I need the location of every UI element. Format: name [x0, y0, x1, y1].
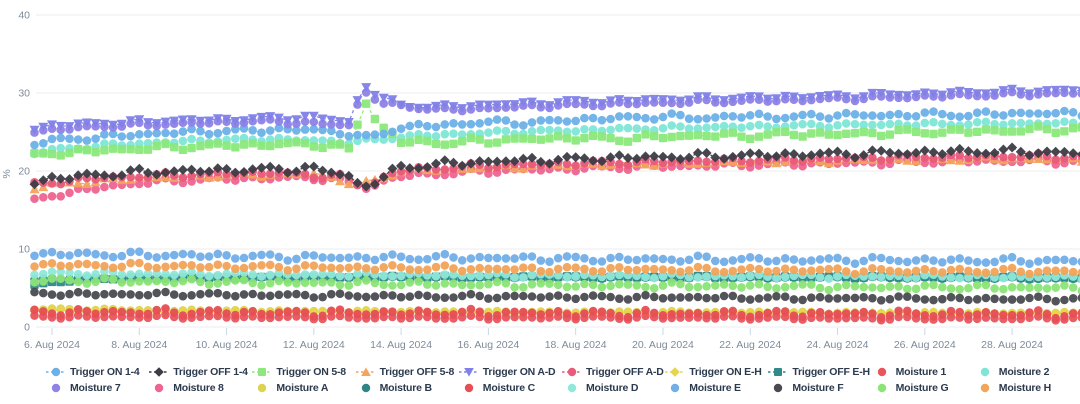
y-tick-label: 20 [18, 166, 30, 178]
legend-label: Trigger ON A-D [482, 365, 556, 378]
legend-item-moisture-c[interactable]: Moisture C [459, 380, 562, 395]
trigger-square-marker-icon [252, 367, 273, 376]
moisture-circle-marker-icon [567, 383, 577, 392]
series-trigger-on-1-4 [30, 106, 1080, 150]
legend-item-trigger-on-1-4[interactable]: Trigger ON 1-4 [46, 364, 149, 379]
series-moisture-f [30, 287, 1080, 306]
legend-item-moisture-f[interactable]: Moisture F [768, 380, 871, 395]
legend-item-moisture-b[interactable]: Moisture B [356, 380, 459, 395]
legend-label: Moisture C [482, 381, 536, 394]
legend-item-trigger-off-1-4[interactable]: Trigger OFF 1-4 [149, 364, 252, 379]
trigger-circle-marker-icon [561, 367, 582, 376]
moisture-circle-marker-icon [980, 367, 989, 376]
legend-item-trigger-on-a-d[interactable]: Trigger ON A-D [458, 364, 562, 379]
legend-label: Moisture F [792, 381, 844, 394]
series-moisture-e [30, 247, 1080, 269]
x-tick-label: 8. Aug 2024 [111, 339, 167, 351]
chart-legend: Trigger ON 1-4 Trigger OFF 1-4 Trigger ON … [0, 364, 1080, 395]
x-tick-label: 18. Aug 2024 [545, 339, 607, 351]
moisture-circle-marker-icon [154, 383, 164, 392]
y-tick-label: 40 [18, 10, 30, 22]
x-tick-label: 26. Aug 2024 [894, 339, 956, 351]
y-axis-title: % [1, 169, 13, 178]
series-moisture-d [30, 267, 1080, 284]
legend-label: Moisture H [998, 381, 1052, 394]
x-tick-label: 24. Aug 2024 [807, 339, 869, 351]
legend-label: Moisture G [895, 381, 949, 394]
legend-label: Moisture E [689, 381, 741, 394]
legend-item-moisture-a[interactable]: Moisture A [252, 380, 355, 395]
x-tick-label: 16. Aug 2024 [457, 339, 519, 351]
legend-label: Trigger OFF 1-4 [173, 365, 248, 378]
series-moisture-h [30, 258, 1080, 279]
legend-label: Moisture 1 [895, 365, 947, 378]
moisture-circle-marker-icon [464, 383, 473, 392]
moisture-circle-marker-icon [877, 383, 886, 392]
chart-plot-area: 0 10 20 30 40% 6. Aug 2024 8. Aug 2024 10. Aug … [1, 10, 1080, 351]
moisture-circle-marker-icon [877, 367, 886, 376]
moisture-circle-marker-icon [980, 383, 989, 392]
moisture-circle-marker-icon [774, 383, 783, 392]
legend-label: Trigger ON 5-8 [276, 365, 346, 378]
legend-label: Moisture D [585, 381, 639, 394]
legend-label: Moisture 7 [70, 381, 121, 394]
legend-item-trigger-off-5-8[interactable]: Trigger OFF 5-8 [355, 364, 459, 379]
y-tick-label: 10 [18, 244, 30, 256]
trigger-diamond-marker-icon [665, 366, 686, 377]
trigger-triangle-marker-icon [355, 366, 376, 376]
series-trigger-on-a-d [29, 83, 1080, 135]
legend-item-trigger-on-e-h[interactable]: Trigger ON E-H [665, 364, 768, 379]
legend-label: Moisture 2 [998, 365, 1050, 378]
legend-label: Moisture B [379, 381, 432, 394]
moisture-circle-marker-icon [670, 383, 680, 392]
legend-label: Trigger ON E-H [689, 365, 762, 378]
legend-item-moisture-h[interactable]: Moisture H [975, 380, 1078, 395]
x-tick-label: 10. Aug 2024 [196, 339, 258, 351]
legend-item-moisture-1[interactable]: Moisture 1 [872, 364, 975, 379]
trigger-triangleDown-marker-icon [458, 367, 479, 377]
legend-label: Moisture 8 [173, 381, 224, 394]
series-moisture-g [30, 274, 1080, 295]
trigger-diamond-marker-icon [149, 366, 170, 377]
series-trigger-on-5-8 [30, 99, 1080, 160]
legend-label: Trigger OFF E-H [792, 365, 870, 378]
moisture-circle-marker-icon [51, 383, 61, 392]
legend-item-trigger-off-e-h[interactable]: Trigger OFF E-H [768, 364, 871, 379]
moisture-circle-marker-icon [258, 383, 267, 392]
series-trigger-off-1-4 [29, 142, 1080, 192]
trigger-square-marker-icon [768, 367, 789, 376]
legend-item-moisture-e[interactable]: Moisture E [665, 380, 768, 395]
moisture-circle-marker-icon [361, 383, 370, 392]
legend-item-trigger-off-a-d[interactable]: Trigger OFF A-D [561, 364, 665, 379]
legend-label: Trigger OFF A-D [585, 365, 664, 378]
legend-item-moisture-2[interactable]: Moisture 2 [975, 364, 1078, 379]
legend-label: Moisture A [276, 381, 329, 394]
x-tick-label: 14. Aug 2024 [370, 339, 432, 351]
series-moisture-c [30, 304, 1080, 323]
y-tick-label: 0 [24, 322, 30, 334]
legend-label: Trigger ON 1-4 [70, 365, 140, 378]
x-tick-label: 6. Aug 2024 [24, 339, 80, 351]
legend-item-moisture-g[interactable]: Moisture G [872, 380, 975, 395]
x-tick-label: 20. Aug 2024 [632, 339, 694, 351]
y-tick-label: 30 [18, 88, 30, 100]
x-tick-label: 28. Aug 2024 [981, 339, 1043, 351]
legend-label: Trigger OFF 5-8 [379, 365, 455, 378]
x-tick-label: 22. Aug 2024 [719, 339, 781, 351]
legend-item-moisture-7[interactable]: Moisture 7 [46, 380, 149, 395]
x-tick-label: 12. Aug 2024 [283, 339, 345, 351]
trigger-circle-marker-icon [46, 367, 66, 376]
legend-item-moisture-d[interactable]: Moisture D [562, 380, 665, 395]
legend-item-trigger-on-5-8[interactable]: Trigger ON 5-8 [252, 364, 355, 379]
legend-item-moisture-8[interactable]: Moisture 8 [149, 380, 252, 395]
